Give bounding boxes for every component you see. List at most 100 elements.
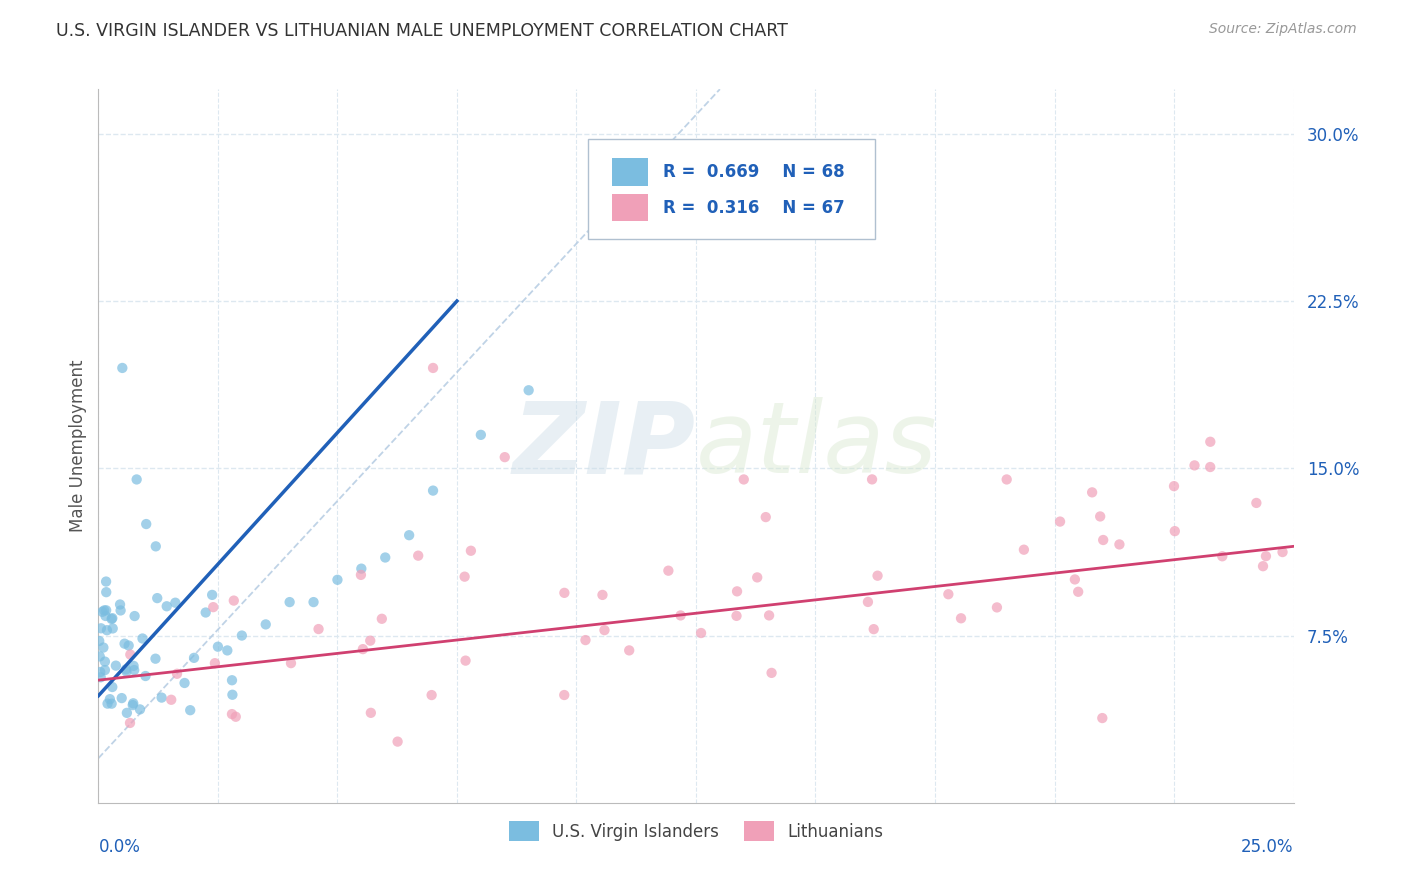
Point [89, 665, 111, 679]
Point [422, 360, 444, 375]
Point [406, 549, 429, 563]
Point [96, 603, 118, 617]
Point [118, 639, 141, 653]
Point [278, 595, 301, 609]
Point [93, 603, 115, 617]
Point [96, 624, 118, 638]
Point [591, 588, 613, 602]
Text: 25.0%: 25.0% [1241, 838, 1294, 856]
Point [420, 688, 443, 702]
Point [1199, 434, 1222, 449]
Point [1254, 549, 1277, 563]
Point [553, 688, 575, 702]
Point [1246, 496, 1268, 510]
Point [494, 450, 516, 464]
Point [986, 600, 1008, 615]
Point [1063, 573, 1085, 587]
Point [89, 634, 111, 648]
Point [326, 573, 349, 587]
FancyBboxPatch shape [589, 139, 875, 239]
Point [150, 690, 173, 705]
Point [129, 702, 152, 716]
Point [204, 656, 226, 670]
Point [202, 600, 225, 615]
Point [574, 633, 596, 648]
Point [115, 665, 138, 679]
Point [146, 591, 169, 606]
Point [122, 658, 145, 673]
Point [90, 621, 112, 635]
Point [179, 703, 201, 717]
Point [454, 654, 477, 668]
Point [134, 669, 156, 683]
Point [725, 584, 748, 599]
Point [111, 360, 134, 375]
Text: ZIP: ZIP [513, 398, 696, 494]
Point [110, 603, 132, 617]
Point [93, 640, 115, 655]
Text: 0.0%: 0.0% [98, 838, 141, 856]
Point [374, 550, 396, 565]
Point [460, 543, 482, 558]
Point [94, 574, 117, 589]
Point [160, 692, 183, 706]
Point [398, 528, 420, 542]
Point [96, 697, 118, 711]
Point [114, 637, 136, 651]
Point [156, 599, 179, 614]
Point [1184, 458, 1206, 473]
Point [1164, 524, 1187, 538]
Point [593, 623, 616, 637]
Point [165, 596, 187, 610]
Point [422, 483, 444, 498]
Point [222, 593, 245, 607]
Point [1012, 542, 1035, 557]
Point [950, 611, 973, 625]
Point [1067, 584, 1090, 599]
Point [221, 673, 243, 688]
Point [1199, 460, 1222, 475]
Point [1163, 479, 1185, 493]
Point [90, 670, 112, 684]
Point [866, 568, 889, 582]
Text: atlas: atlas [696, 398, 938, 494]
Point [1092, 533, 1115, 547]
Point [352, 642, 374, 657]
Point [121, 698, 143, 712]
Point [254, 617, 277, 632]
Point [101, 611, 124, 625]
Point [100, 697, 122, 711]
Point [387, 734, 409, 748]
Point [101, 680, 124, 694]
Point [115, 706, 138, 720]
Point [758, 608, 780, 623]
Y-axis label: Male Unemployment: Male Unemployment [69, 359, 87, 533]
Text: R =  0.316    N = 67: R = 0.316 N = 67 [662, 199, 844, 217]
Point [145, 539, 167, 553]
Point [747, 570, 769, 584]
Point [690, 626, 713, 640]
Point [122, 663, 145, 677]
Point [166, 666, 188, 681]
Point [669, 608, 692, 623]
Point [91, 605, 114, 619]
Point [118, 715, 141, 730]
Point [860, 472, 883, 486]
Point [553, 586, 575, 600]
Point [1091, 711, 1114, 725]
Point [755, 510, 778, 524]
Point [145, 651, 167, 665]
Point [280, 656, 302, 670]
Text: U.S. VIRGIN ISLANDER VS LITHUANIAN MALE UNEMPLOYMENT CORRELATION CHART: U.S. VIRGIN ISLANDER VS LITHUANIAN MALE … [56, 22, 789, 40]
Point [131, 632, 153, 646]
Point [350, 567, 373, 582]
Point [350, 562, 373, 576]
Point [1108, 537, 1130, 551]
Point [217, 643, 239, 657]
Text: Source: ZipAtlas.com: Source: ZipAtlas.com [1209, 22, 1357, 37]
Point [1211, 549, 1233, 564]
Point [120, 648, 142, 662]
Point [124, 609, 146, 624]
Point [453, 569, 475, 583]
Point [125, 473, 148, 487]
